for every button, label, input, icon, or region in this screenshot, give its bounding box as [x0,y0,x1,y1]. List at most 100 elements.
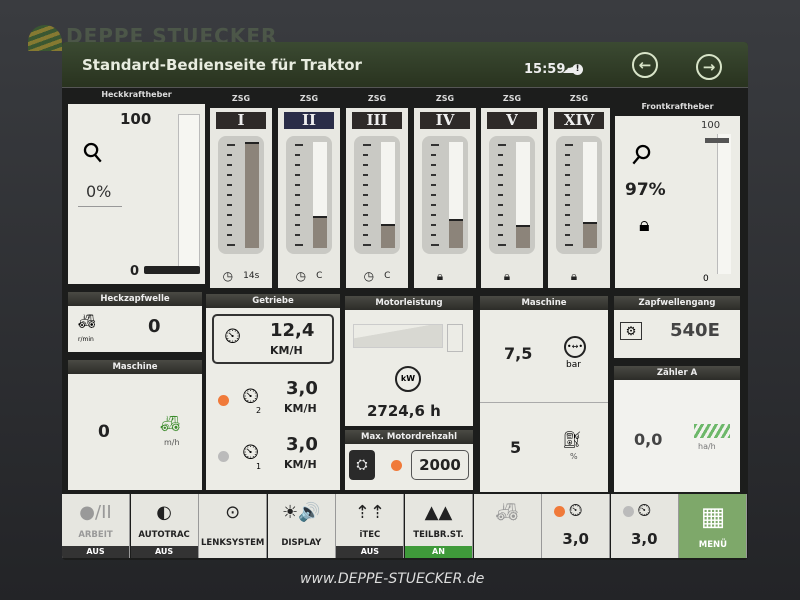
scv-panel-i[interactable]: I ◷ 14s [210,108,272,288]
pressure-unit: bar [566,360,581,370]
counter-panel[interactable]: Zähler A 0,0 ha/h [614,366,740,492]
engine-hours: 2724,6 h [367,402,441,420]
pto-gear-value: 540E [670,320,720,341]
scv-head: ZSG [231,94,251,103]
scv-panel-iv[interactable]: IV 🔒︎ [414,108,476,288]
max-rpm-value[interactable]: 2000 [411,450,469,480]
scv-foot-text: C [316,271,323,281]
scv-panel-iii[interactable]: III ◷ C [346,108,408,288]
lock-cylinder-icon: 🔒︎ [570,268,578,283]
scv-panel-ii[interactable]: II ◷ C [278,108,340,288]
led-indicator [218,451,229,462]
speed-unit: KM/H [270,344,303,357]
button-label: ARBEIT [78,530,113,540]
scv-label: IV [420,112,470,129]
tractor-icon: 🚜︎ [160,414,181,433]
section-control-button[interactable]: ▲▲ TEILBR.ST. AN [405,494,473,558]
machine-left-value: 0 [98,422,110,442]
engine-rpm-icon[interactable]: ⛭ [349,450,375,480]
rear-pto-panel[interactable]: Heckzapfwelle 🚜︎ r/min 0 [68,292,202,352]
lock-icon: 🔒︎ [639,212,650,236]
rear-hitch-min: 0 [130,264,140,279]
timer-icon: ◷ [295,269,307,283]
engine-power-title: Motorleistung [345,296,473,310]
work-toggle-button[interactable]: ●/II ARBEIT AUS [62,494,130,558]
counter-value: 0,0 [634,430,663,449]
hitch-arm-icon: ⚲ [76,135,111,171]
speed-value: 12,4 [270,320,315,341]
scv-label: II [284,112,334,129]
scv-flow-level [516,224,530,248]
scv-flow-level [449,219,463,248]
steering-system-button[interactable]: ⊙ LENKSYSTEM [199,494,268,558]
arrow-right-icon[interactable]: → [696,54,722,80]
set2-value[interactable]: 3,0 [286,378,318,399]
counter-unit: ha/h [698,442,716,451]
clock: 15:59 [524,62,566,77]
scv-head: ZSG [502,94,522,103]
speedometer-icon[interactable]: ⏲ [242,440,260,465]
work-toggle-icon: ●/II [79,502,112,523]
button-status: AUS [62,546,129,558]
rear-pto-unit: r/min [78,336,94,343]
set1-value[interactable]: 3,0 [286,434,318,455]
set-index: 2 [256,406,262,415]
autotrac-button[interactable]: ◐ AUTOTRAC AUS [130,494,199,558]
power-bar [353,324,443,348]
front-hitch-title: Frontkraftheber [641,102,714,111]
section-control-icon: ▲▲ [424,502,453,523]
header: Standard-Bedienseite für Traktor 15:59 ☁… [62,42,748,88]
itec-button[interactable]: ⇡⇡ iTEC AUS [336,494,405,558]
rear-hitch-title: Heckkraftheber [101,90,172,99]
rear-pto-value: 0 [148,316,161,337]
transmission-panel: Getriebe ⏲ 12,4 KM/H ⏲ 2 3,0 KM/H ⏲ 1 3,… [206,294,340,490]
machine-right-title: Maschine [480,296,608,310]
scv-head: ZSG [367,94,387,103]
set-index: 1 [256,462,262,471]
tractor-implement-button[interactable]: 🚜︎ [473,494,542,558]
pto-gear-panel[interactable]: Zapfwellengang ⚙ 540E [614,296,740,358]
led-indicator [554,506,566,517]
set1-unit: KM/H [284,458,317,471]
cruise-set1-button[interactable]: ⏲ 3,0 [610,494,679,558]
fuel-pump-icon: ⛽︎ [562,430,583,449]
timer-icon: ◷ [222,269,234,283]
area-icon [694,424,730,438]
hitch-position-marker[interactable] [144,266,200,274]
speedometer-icon[interactable]: ⏲ [242,384,260,409]
front-hitch-gauge [717,134,731,274]
machine-right-panel[interactable]: Maschine 7,5 •↔• bar 5 ⛽︎ % [480,296,608,492]
tractor-implement-icon: 🚜︎ [495,502,519,523]
scv-foot-text: C [384,271,391,281]
engine-power-panel[interactable]: Motorleistung kW 2724,6 h [345,296,473,426]
button-label: AUTOTRAC [138,530,190,540]
fuel-value: 5 [510,438,522,457]
scv-flow-level [313,216,327,248]
hitch-position-marker[interactable] [705,138,729,144]
speedometer-icon: ⏲ [224,324,242,349]
arrow-left-icon[interactable]: ← [632,52,658,78]
set2-unit: KM/H [284,402,317,415]
display-icon: ☀🔊 [282,502,321,523]
cruise-set2-button[interactable]: ⏲ 3,0 [542,494,611,558]
lock-cylinder-icon: 🔒︎ [436,268,444,283]
hitch-arm-icon: ⚲ [623,137,658,173]
rear-pto-title: Heckzapfwelle [68,292,202,306]
cloud-warning-icon[interactable]: ☁! [562,58,586,77]
cruise-set2-icon: ⏲ [568,500,583,521]
page-title: Standard-Bedienseite für Traktor [82,56,362,74]
pressure-value: 7,5 [504,344,533,363]
autotrac-icon: ◐ [156,502,172,523]
transmission-title: Getriebe [206,294,340,308]
scv-panel-xiv[interactable]: XIV 🔒︎ [548,108,610,288]
machine-left-panel[interactable]: Maschine 0 🚜︎ m/h [68,360,202,490]
max-rpm-panel: Max. Motordrehzahl ⛭ 2000 [345,430,473,490]
machine-left-unit: m/h [164,438,180,447]
current-speed[interactable]: ⏲ 12,4 KM/H [212,314,334,364]
menu-button[interactable]: ▦ MENÜ [679,494,748,558]
display-button[interactable]: ☀🔊 DISPLAY [267,494,336,558]
front-hitch-panel[interactable]: 100 ⚲ 97% 🔒︎ 0 [615,116,740,288]
scv-head: ZSG [569,94,589,103]
scv-panel-v[interactable]: V 🔒︎ [481,108,543,288]
rear-hitch-panel[interactable]: 100 0 ⚲ 0% [68,104,205,284]
